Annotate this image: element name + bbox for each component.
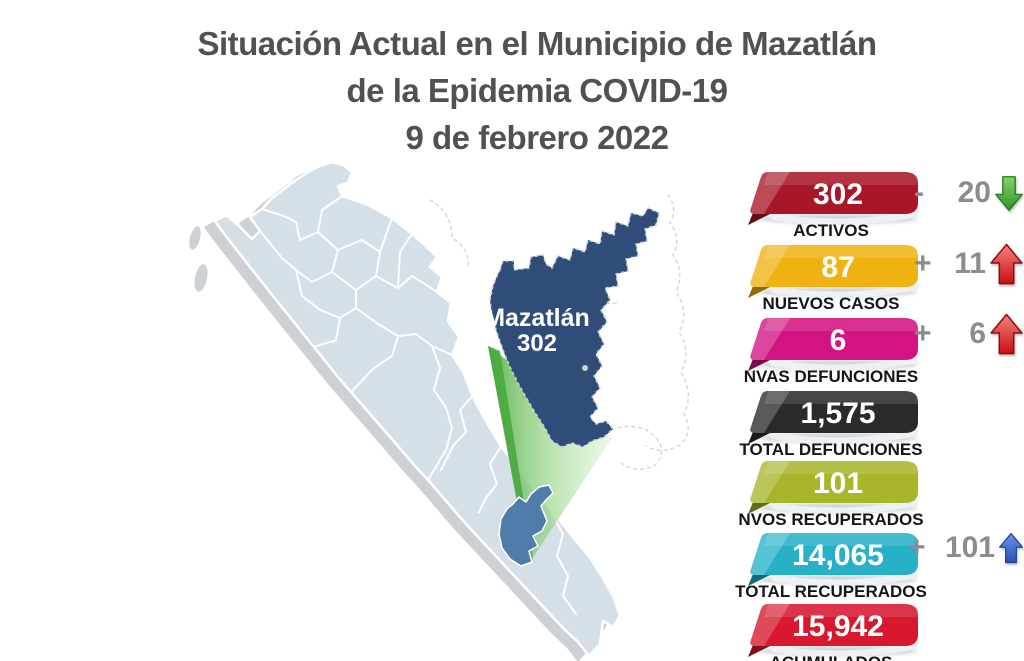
stat-total-defunciones: 1,575 TOTAL DEFUNCIONES [725, 389, 937, 460]
activos-delta: - 20 [914, 170, 1024, 216]
delta-sign: - [914, 176, 924, 209]
arrow-up-icon [990, 313, 1023, 355]
delta-sign: + [914, 317, 932, 350]
nvas-defunciones-label: NVAS DEFUNCIONES [743, 367, 919, 386]
activos-ribbon: 302 [748, 172, 918, 226]
zoom-beam [488, 346, 612, 562]
activos-label: ACTIVOS [793, 221, 869, 240]
stat-acumulados: 15,942 ACUMULADOS [725, 602, 937, 661]
total-recuperados-ribbon: 14,065 [748, 533, 918, 587]
delta-value: 6 [969, 317, 986, 350]
total-defunciones-label: TOTAL DEFUNCIONES [739, 440, 923, 459]
stat-nvos-recuperados: 101 NVOS RECUPERADOS [725, 459, 937, 530]
stat-total-recuperados: 14,065 TOTAL RECUPERADOS [725, 531, 937, 602]
arrow-up-icon [998, 532, 1024, 564]
nvos-recuperados-value: 101 [813, 467, 863, 500]
stat-activos: 302 ACTIVOS [725, 170, 937, 241]
stat-nvas-defunciones: 6 NVAS DEFUNCIONES [725, 316, 937, 387]
total-defunciones-ribbon: 1,575 [748, 391, 918, 445]
title-line-3: 9 de febrero 2022 [405, 119, 669, 156]
title-line-1: Situación Actual en el Municipio de Maza… [197, 25, 877, 62]
nuevos-casos-delta: + 11 [914, 241, 1024, 287]
nvos-recuperados-label: NVOS RECUPERADOS [738, 510, 924, 529]
callout-detail-dot [582, 365, 588, 371]
delta-sign: + [908, 531, 926, 564]
nuevos-casos-ribbon: 87 [748, 245, 918, 299]
nvas-defunciones-value: 6 [830, 324, 847, 357]
acumulados-ribbon: 15,942 [748, 604, 918, 658]
activos-value: 302 [813, 178, 863, 211]
mazatlan-municipality-shape [498, 484, 554, 567]
delta-sign: + [914, 247, 932, 280]
arrow-up-icon [990, 243, 1023, 285]
delta-value: 11 [954, 247, 986, 280]
coastal-island-shadow [194, 264, 208, 292]
nvas-defunciones-delta: + 6 [914, 311, 1024, 357]
acumulados-label: ACUMULADOS [725, 653, 937, 661]
page-title: Situación Actual en el Municipio de Maza… [25, 20, 1024, 161]
total-recuperados-label: TOTAL RECUPERADOS [735, 582, 927, 601]
acumulados-value: 15,942 [792, 610, 884, 643]
callout-value-label: 302 [517, 330, 557, 357]
coastal-island-shadow [189, 226, 201, 250]
stat-nuevos-casos: 87 NUEVOS CASOS [725, 243, 937, 314]
title-line-2: de la Epidemia COVID-19 [346, 72, 728, 109]
nuevos-casos-label: NUEVOS CASOS [762, 294, 900, 313]
delta-value: 20 [957, 176, 991, 209]
municipality-borders [259, 195, 601, 615]
total-defunciones-value: 1,575 [800, 397, 875, 430]
mazatlan-callout-shape [489, 207, 660, 448]
total-recuperados-delta: + 101 [908, 525, 1024, 571]
nvas-defunciones-ribbon: 6 [748, 318, 918, 372]
nuevos-casos-value: 87 [821, 251, 854, 284]
arrow-down-icon [995, 175, 1023, 211]
callout-name-label: Mazatlán [484, 304, 590, 332]
total-recuperados-value: 14,065 [792, 539, 884, 572]
nvos-recuperados-ribbon: 101 [748, 461, 918, 515]
delta-value: 101 [944, 531, 995, 564]
